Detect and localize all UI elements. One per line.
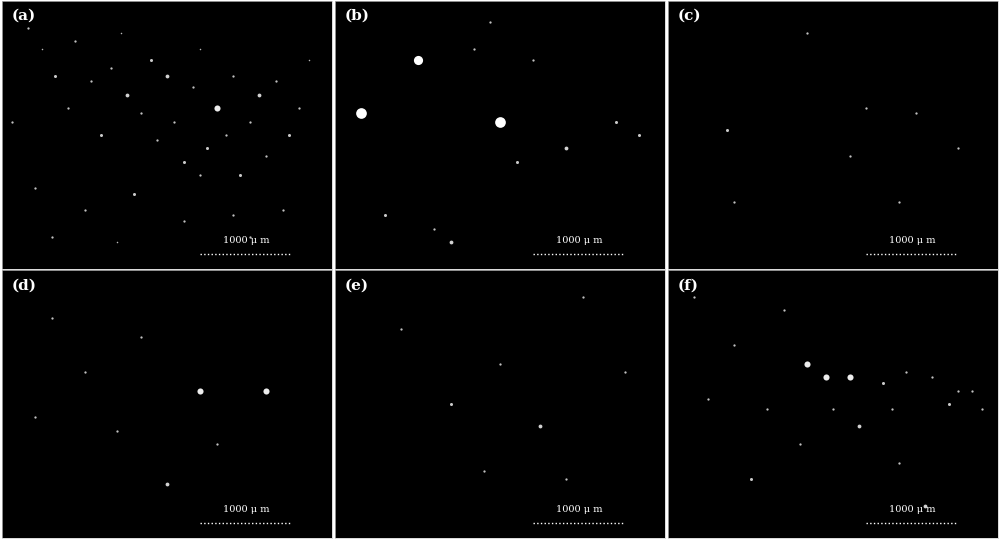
Text: (a): (a) (12, 9, 36, 23)
Text: (c): (c) (678, 9, 702, 23)
Text: 1000 μ m: 1000 μ m (223, 505, 269, 514)
Text: 1000 μ m: 1000 μ m (889, 236, 935, 245)
Text: (e): (e) (345, 278, 369, 292)
Text: 1000 μ m: 1000 μ m (556, 236, 602, 245)
Text: 1000 μ m: 1000 μ m (223, 236, 269, 245)
Text: (b): (b) (345, 9, 370, 23)
Text: (d): (d) (12, 278, 37, 292)
Text: (f): (f) (678, 278, 699, 292)
Text: 1000 μ m: 1000 μ m (556, 505, 602, 514)
Text: 1000 μ m: 1000 μ m (889, 505, 935, 514)
